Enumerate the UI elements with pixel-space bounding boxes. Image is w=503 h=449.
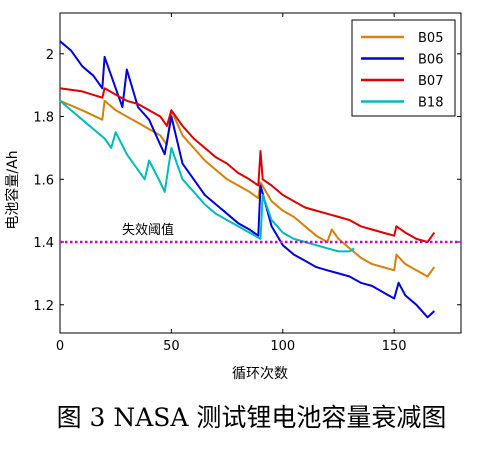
figure-caption: 图 3 NASA 测试锂电池容量衰减图 [0, 398, 503, 434]
y-tick-label: 1.4 [33, 236, 54, 251]
y-tick-label: 2 [46, 48, 54, 63]
y-tick-label: 1.6 [33, 173, 54, 188]
legend-label-b07: B07 [418, 74, 443, 89]
x-tick-label: 150 [382, 339, 407, 354]
threshold-annotation: 失效阈值 [122, 222, 174, 238]
x-tick-label: 0 [56, 339, 64, 354]
legend-label-b06: B06 [418, 53, 443, 68]
legend-label-b18: B18 [418, 96, 443, 111]
x-tick-label: 100 [270, 339, 295, 354]
y-axis-label: 电池容量/Ah [4, 150, 21, 229]
x-axis-label: 循环次数 [232, 366, 288, 382]
y-tick-label: 1.2 [33, 299, 54, 314]
x-tick-label: 50 [163, 339, 180, 354]
legend: B05 B06 B07 B18 [352, 20, 455, 116]
y-tick-label: 1.8 [33, 111, 54, 126]
series-line-b18 [60, 101, 354, 252]
series-line-b05 [60, 101, 434, 277]
legend-label-b05: B05 [418, 31, 443, 46]
